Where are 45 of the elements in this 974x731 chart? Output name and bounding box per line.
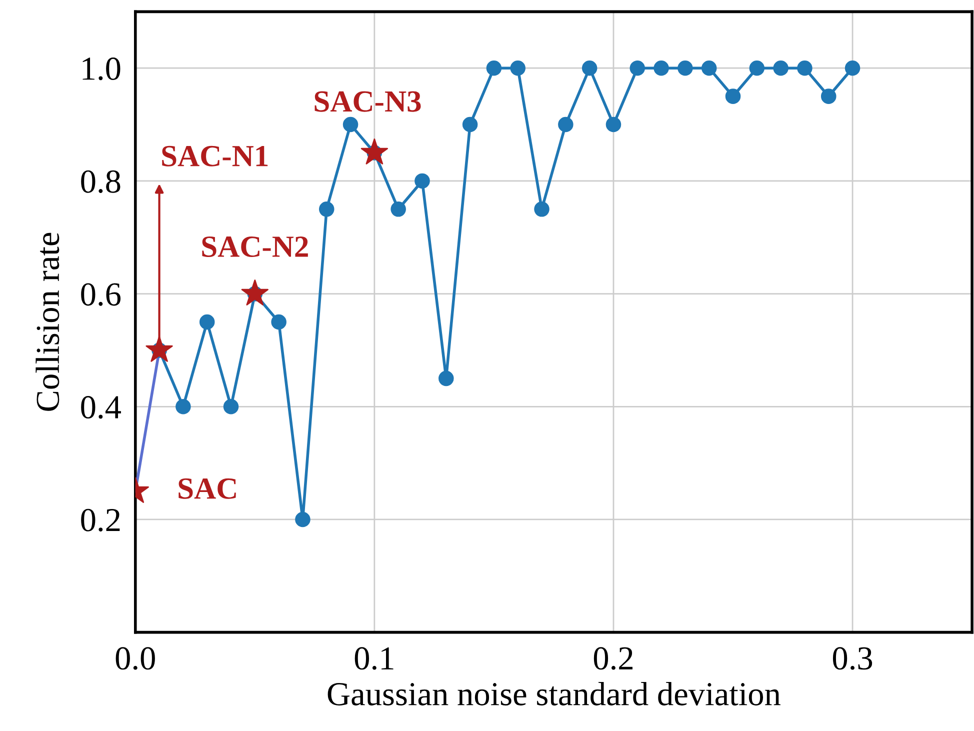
point bbox=[295, 512, 310, 528]
y-axis-title: Collision rate bbox=[36, 232, 60, 411]
point bbox=[486, 60, 502, 76]
y-tick-label: 0.2 bbox=[81, 508, 120, 532]
point bbox=[701, 60, 717, 76]
x-tick-label: 0.1 bbox=[354, 647, 394, 670]
y-tick-label: 0.4 bbox=[81, 396, 121, 419]
x-axis-title: Gaussian noise standard deviation bbox=[328, 682, 780, 706]
point bbox=[510, 60, 526, 76]
point bbox=[820, 88, 836, 104]
point bbox=[199, 314, 215, 330]
x-tick-label: 0.0 bbox=[116, 647, 155, 670]
point bbox=[146, 336, 173, 362]
point bbox=[630, 60, 646, 76]
point bbox=[749, 60, 765, 76]
point bbox=[844, 60, 860, 76]
point bbox=[462, 116, 478, 132]
annotation: SAC-N3 bbox=[314, 91, 421, 112]
annotation: SAC bbox=[178, 478, 236, 499]
x-tick-label: 0.3 bbox=[832, 647, 872, 670]
point bbox=[725, 88, 741, 104]
point bbox=[390, 202, 406, 217]
point bbox=[534, 202, 550, 217]
point bbox=[606, 116, 622, 132]
point bbox=[678, 60, 693, 76]
point bbox=[360, 138, 388, 164]
point bbox=[773, 60, 788, 76]
x-tick-label: 0.2 bbox=[594, 647, 632, 670]
annotation: SAC-N1 bbox=[162, 146, 268, 166]
point bbox=[558, 116, 574, 132]
annotation: SAC-N2 bbox=[202, 236, 308, 258]
y-tick-label: 0.6 bbox=[81, 283, 120, 306]
point bbox=[414, 173, 430, 189]
y-tick-label: 0.8 bbox=[81, 170, 120, 193]
y-tick-label: 1.0 bbox=[82, 58, 120, 80]
point bbox=[797, 60, 812, 76]
point bbox=[271, 314, 286, 330]
point bbox=[438, 370, 454, 386]
point bbox=[318, 202, 334, 217]
point bbox=[176, 398, 191, 414]
point bbox=[342, 116, 358, 132]
point bbox=[582, 60, 598, 76]
point bbox=[223, 398, 239, 414]
point bbox=[654, 60, 669, 76]
point bbox=[241, 280, 268, 306]
